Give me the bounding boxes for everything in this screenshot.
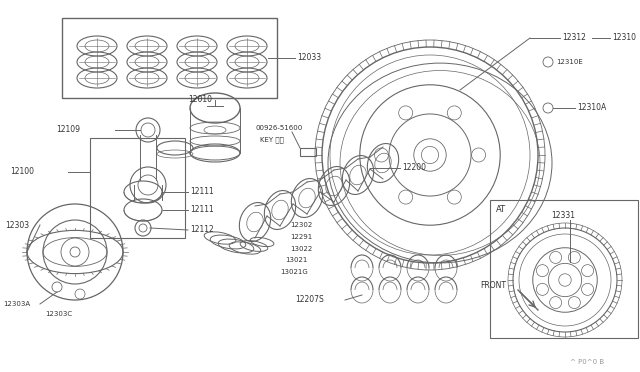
Text: 12302: 12302 bbox=[290, 222, 312, 228]
Text: 00926-51600: 00926-51600 bbox=[255, 125, 302, 131]
Text: 12303C: 12303C bbox=[45, 311, 72, 317]
Text: 12111: 12111 bbox=[190, 205, 214, 215]
Text: 12100: 12100 bbox=[10, 167, 34, 176]
Text: 12200: 12200 bbox=[402, 164, 426, 173]
Text: 13021G: 13021G bbox=[280, 269, 308, 275]
Bar bbox=[62, 18, 277, 98]
Text: FRONT: FRONT bbox=[480, 280, 506, 289]
Text: 12207S: 12207S bbox=[295, 295, 324, 305]
Text: AT: AT bbox=[496, 205, 506, 215]
Bar bbox=[300, 148, 316, 156]
Text: 12310: 12310 bbox=[612, 33, 636, 42]
Text: 12303A: 12303A bbox=[3, 301, 30, 307]
Bar bbox=[490, 200, 638, 338]
Text: 12310A: 12310A bbox=[577, 103, 606, 112]
Text: 13022: 13022 bbox=[290, 246, 312, 252]
Text: 12331: 12331 bbox=[551, 212, 575, 221]
Text: 12111: 12111 bbox=[190, 187, 214, 196]
Bar bbox=[90, 138, 185, 238]
Text: 12112: 12112 bbox=[190, 225, 214, 234]
Text: KEY キー: KEY キー bbox=[260, 137, 284, 143]
Text: ^ P0^0 B: ^ P0^0 B bbox=[570, 359, 604, 365]
Text: 12310E: 12310E bbox=[556, 59, 583, 65]
Text: 12033: 12033 bbox=[297, 54, 321, 62]
Text: 12291: 12291 bbox=[290, 234, 312, 240]
Text: 12303: 12303 bbox=[5, 221, 29, 230]
Text: 13021: 13021 bbox=[285, 257, 307, 263]
Text: 12109: 12109 bbox=[56, 125, 80, 135]
Text: 12010: 12010 bbox=[188, 96, 212, 105]
Text: 12312: 12312 bbox=[562, 33, 586, 42]
